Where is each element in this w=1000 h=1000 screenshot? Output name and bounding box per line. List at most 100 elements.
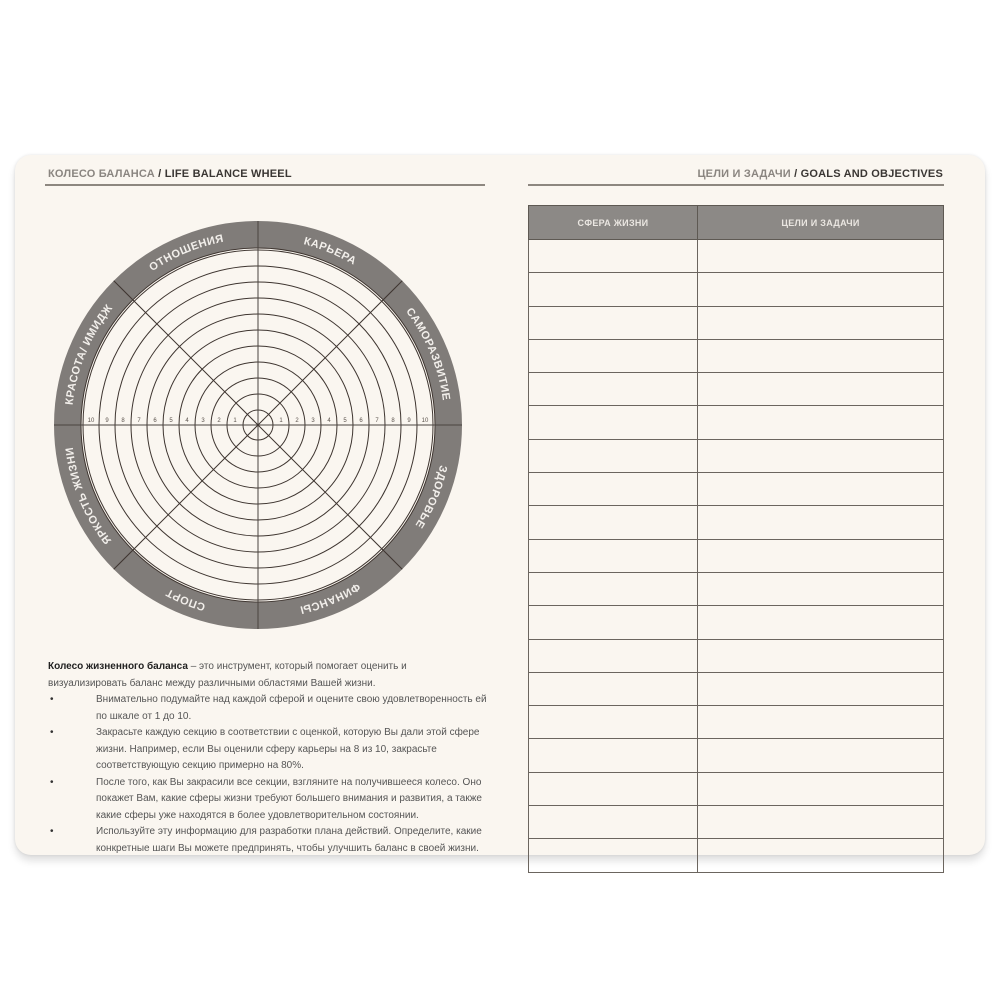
life-area-cell[interactable] <box>528 638 698 673</box>
table-row <box>528 305 944 340</box>
goals-table: СФЕРА ЖИЗНИ ЦЕЛИ И ЗАДАЧИ <box>528 205 944 873</box>
life-area-cell[interactable] <box>528 771 698 807</box>
table-row <box>528 838 944 873</box>
life-area-cell[interactable] <box>528 605 698 640</box>
column-header-goals: ЦЕЛИ И ЗАДАЧИ <box>697 205 944 240</box>
list-item: После того, как Вы закрасили все секции,… <box>48 775 488 825</box>
life-area-cell[interactable] <box>528 505 698 540</box>
goals-cell[interactable] <box>697 605 944 640</box>
scale-number: 10 <box>88 418 95 424</box>
life-area-cell[interactable] <box>528 405 698 440</box>
life-area-cell[interactable] <box>528 272 698 307</box>
life-area-cell[interactable] <box>528 472 698 507</box>
table-row <box>528 738 944 773</box>
goals-cell[interactable] <box>697 538 944 573</box>
table-row <box>528 372 944 407</box>
life-area-cell[interactable] <box>528 805 698 840</box>
life-area-cell[interactable] <box>528 705 698 740</box>
table-row <box>528 338 944 374</box>
goals-cell[interactable] <box>697 472 944 507</box>
table-row <box>528 605 944 640</box>
table-row <box>528 238 944 274</box>
goals-cell[interactable] <box>697 771 944 807</box>
goals-cell[interactable] <box>697 505 944 540</box>
life-area-cell[interactable] <box>528 838 698 873</box>
scale-number: 1 <box>233 418 237 424</box>
scale-number: 2 <box>295 418 299 424</box>
scale-number: 2 <box>217 418 221 424</box>
table-row <box>528 438 944 474</box>
scale-number: 5 <box>343 418 347 424</box>
table-row <box>528 571 944 607</box>
life-area-cell[interactable] <box>528 571 698 607</box>
scale-number: 7 <box>137 418 141 424</box>
life-area-cell[interactable] <box>528 338 698 374</box>
header-ru: КОЛЕСО БАЛАНСА <box>48 168 155 180</box>
scale-number: 4 <box>185 418 189 424</box>
scale-number: 6 <box>153 418 157 424</box>
table-row <box>528 638 944 673</box>
goals-cell[interactable] <box>697 838 944 873</box>
list-item: Используйте эту информацию для разработк… <box>48 824 488 857</box>
goals-cell[interactable] <box>697 405 944 440</box>
goals-cell[interactable] <box>697 805 944 840</box>
life-area-cell[interactable] <box>528 372 698 407</box>
intro-bold: Колесо жизненного баланса <box>48 661 188 672</box>
goals-cell[interactable] <box>697 438 944 474</box>
life-area-cell[interactable] <box>528 538 698 573</box>
goals-cell[interactable] <box>697 571 944 607</box>
scale-number: 5 <box>169 418 173 424</box>
instruction-list: Внимательно подумайте над каждой сферой … <box>48 692 488 857</box>
header-separator: / <box>154 168 165 180</box>
list-item: Закрасьте каждую секцию в соответствии с… <box>48 725 488 775</box>
scale-number: 7 <box>375 418 379 424</box>
scale-number: 10 <box>422 418 429 424</box>
right-page-header: ЦЕЛИ И ЗАДАЧИ / GOALS AND OBJECTIVES <box>697 168 943 180</box>
scale-number: 1 <box>279 418 283 424</box>
header-ru: ЦЕЛИ И ЗАДАЧИ <box>697 168 791 180</box>
table-row <box>528 805 944 840</box>
intro-paragraph: Колесо жизненного баланса – это инструме… <box>48 659 488 692</box>
intro-text: – это инструмент, который помогает оцени… <box>48 661 407 689</box>
table-row <box>528 538 944 573</box>
list-item: Внимательно подумайте над каждой сферой … <box>48 692 488 725</box>
header-divider <box>45 184 485 186</box>
header-en: GOALS AND OBJECTIVES <box>800 168 943 180</box>
goals-cell[interactable] <box>697 272 944 307</box>
life-balance-wheel: КАРЬЕРАСАМОРАЗВИТИЕЗДОРОВЬЕФИНАНСЫСПОРТЯ… <box>54 221 462 629</box>
scale-number: 9 <box>105 418 109 424</box>
goals-cell[interactable] <box>697 338 944 374</box>
goals-cell[interactable] <box>697 671 944 707</box>
table-row <box>528 705 944 740</box>
scale-number: 4 <box>327 418 331 424</box>
goals-cell[interactable] <box>697 305 944 340</box>
column-header-life-area: СФЕРА ЖИЗНИ <box>528 205 698 240</box>
life-area-cell[interactable] <box>528 671 698 707</box>
header-divider <box>528 184 944 186</box>
table-row <box>528 771 944 807</box>
left-page-header: КОЛЕСО БАЛАНСА / LIFE BALANCE WHEEL <box>48 168 292 180</box>
goals-cell[interactable] <box>697 705 944 740</box>
life-area-cell[interactable] <box>528 238 698 274</box>
goals-cell[interactable] <box>697 238 944 274</box>
header-separator: / <box>790 168 801 180</box>
scale-number: 8 <box>121 418 125 424</box>
wheel-description: Колесо жизненного баланса – это инструме… <box>48 659 488 857</box>
table-row <box>528 272 944 307</box>
life-area-cell[interactable] <box>528 438 698 474</box>
goals-cell[interactable] <box>697 372 944 407</box>
life-area-cell[interactable] <box>528 738 698 773</box>
header-en: LIFE BALANCE WHEEL <box>164 168 292 180</box>
goals-cell[interactable] <box>697 738 944 773</box>
sector-divider <box>257 424 403 570</box>
table-row <box>528 671 944 707</box>
sector-divider <box>257 280 403 426</box>
sector-divider <box>113 280 259 426</box>
table-row <box>528 505 944 540</box>
scale-number: 9 <box>407 418 411 424</box>
life-area-cell[interactable] <box>528 305 698 340</box>
table-row <box>528 405 944 440</box>
goals-cell[interactable] <box>697 638 944 673</box>
sector-divider <box>113 424 259 570</box>
scale-number: 3 <box>201 418 205 424</box>
